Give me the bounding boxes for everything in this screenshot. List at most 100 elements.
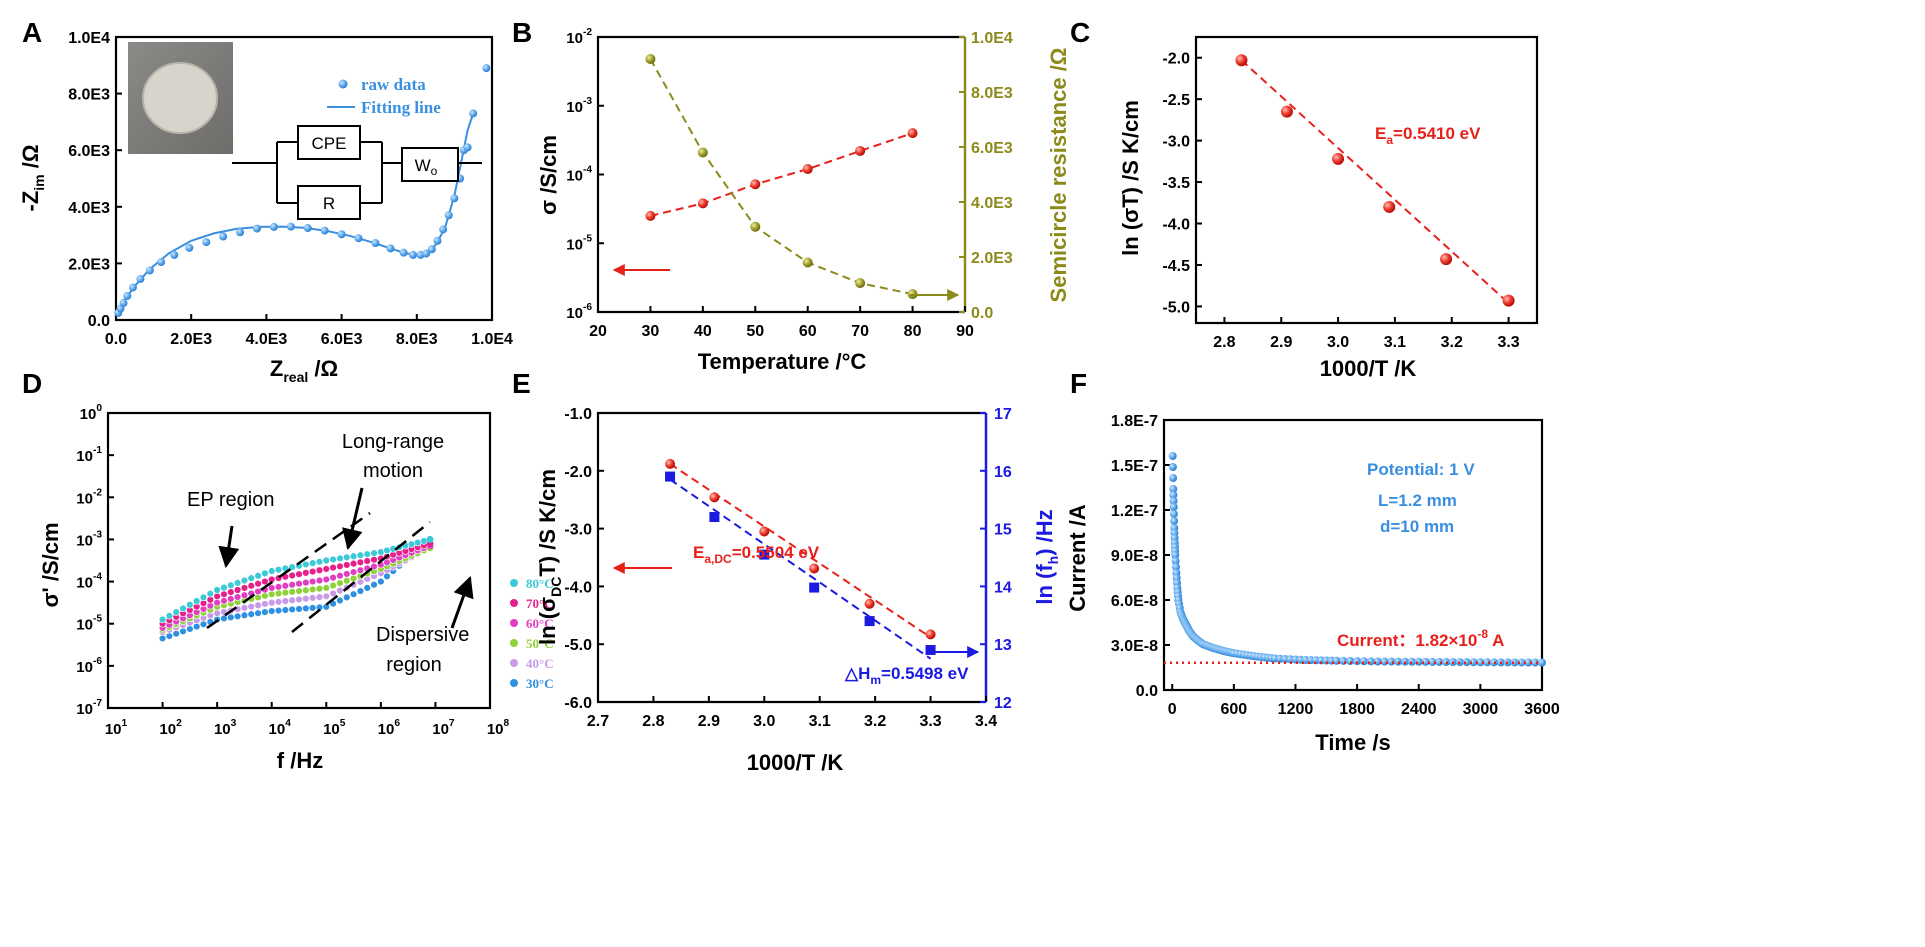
x-tick-label: 60 — [799, 323, 817, 340]
x-tick-label: 102 — [159, 718, 182, 738]
label-part: =0.5498 eV — [881, 664, 969, 683]
data-point-40°C — [288, 596, 296, 604]
data-point-70°C — [213, 592, 221, 601]
data-point-50°C — [295, 587, 303, 595]
sigma-point — [750, 179, 761, 190]
data-point-80°C — [356, 551, 365, 559]
steady-current-label: Current：1.82×10-8 A — [1337, 627, 1504, 650]
data-point-30°C — [322, 603, 330, 611]
thickness-label: L=1.2 mm — [1378, 491, 1457, 510]
data-point-40°C — [295, 595, 303, 604]
raw-data-point — [444, 211, 453, 220]
y-tick-label: 10-5 — [566, 233, 592, 253]
circuit-wires — [232, 141, 482, 204]
current-point — [1169, 485, 1178, 493]
data-point-60°C — [336, 572, 344, 580]
current-point — [1387, 657, 1396, 666]
x-tick-label: 2.9 — [698, 713, 720, 730]
current-point — [1462, 658, 1471, 667]
data-point-30°C — [220, 614, 228, 623]
y-right-tick-label: 13 — [994, 637, 1012, 654]
data-point-40°C — [308, 594, 317, 602]
data-point-80°C — [233, 579, 242, 587]
x-axis-label: Zreal /Ω — [270, 356, 338, 385]
y-right-tick-label: 6.0E3 — [971, 140, 1013, 157]
data-point-30°C — [199, 620, 208, 628]
current-point — [1168, 452, 1177, 460]
data-point-70°C — [302, 569, 310, 577]
x-tick-label: 2.7 — [587, 713, 609, 730]
x-tick-label: 104 — [269, 718, 292, 738]
tick-base: 10 — [566, 305, 583, 322]
current-point — [1171, 557, 1180, 565]
tick-exponent: -5 — [583, 233, 592, 244]
tick-exponent: -6 — [93, 656, 102, 667]
data-point-30°C — [165, 632, 174, 640]
y-tick-label: -1.0 — [564, 406, 592, 423]
data-point-80°C — [220, 583, 228, 592]
panel-b: B20 30 40 50 60 70 80 9010-610-510-410-310-20.0… — [512, 17, 1071, 374]
data-point-60°C — [308, 577, 317, 586]
data-point — [1332, 152, 1345, 165]
data-point-60°C — [302, 578, 310, 587]
data-point-30°C — [274, 606, 283, 615]
sigma-point — [864, 598, 875, 609]
x-tick-label: 0 — [1168, 701, 1177, 718]
tick-base: 10 — [76, 701, 93, 718]
data-point-30°C — [363, 584, 371, 592]
x-tick-label: 0.0 — [105, 331, 127, 348]
label-part: a,DC — [704, 552, 732, 566]
sigma-point — [645, 210, 656, 221]
label-part: /Ω — [308, 356, 338, 381]
data-point — [1440, 253, 1453, 266]
y-right-tick-label: 0.0 — [971, 305, 993, 322]
tick-exponent: 0 — [96, 403, 102, 414]
data-point-50°C — [322, 584, 330, 592]
data-point-50°C — [288, 588, 296, 596]
data-point-40°C — [274, 598, 283, 606]
activation-energy-label: Ea,DC=0.5504 eV — [693, 543, 820, 566]
y-axis-label: ln (σT) /S K/cm — [1118, 100, 1143, 256]
raw-data-point — [463, 143, 472, 152]
data-point-30°C — [370, 581, 378, 589]
data-point-30°C — [349, 590, 358, 598]
data-point-30°C — [179, 627, 187, 636]
x-tick-label: 105 — [323, 718, 346, 738]
data-point-80°C — [322, 556, 330, 565]
y-right-tick-label: 16 — [994, 464, 1012, 481]
y-tick-label: 0.0 — [88, 313, 110, 330]
x-tick-label: 70 — [851, 323, 869, 340]
y-tick-label: 0.0 — [1136, 683, 1158, 700]
raw-data-point — [386, 244, 395, 253]
data-point-80°C — [227, 581, 235, 589]
data-point-50°C — [336, 579, 344, 587]
plot-frame — [114, 35, 494, 322]
y-tick-label: -2.0 — [1162, 51, 1190, 68]
data-point-60°C — [233, 593, 242, 601]
x-tick-label: 2.8 — [642, 713, 664, 730]
freq-point — [709, 512, 720, 523]
data-point-60°C — [254, 587, 262, 596]
raw-data-point — [119, 299, 128, 308]
circuit-r-label: R — [323, 194, 335, 213]
x-tick-label: 3.2 — [864, 713, 886, 730]
raw-data-point — [482, 64, 491, 73]
current-point — [1538, 658, 1546, 667]
tick-base: 10 — [76, 532, 93, 549]
data-point-30°C — [268, 607, 276, 615]
data-point — [1502, 294, 1515, 307]
tick-base: 10 — [566, 30, 583, 47]
x-tick-label: 90 — [956, 323, 974, 340]
current-point — [1476, 658, 1485, 667]
freq-point — [864, 616, 875, 627]
current-point — [1168, 463, 1177, 471]
y-tick-label: 10-2 — [76, 487, 102, 507]
data-point-80°C — [247, 574, 255, 582]
data-point — [1280, 105, 1293, 118]
panel-letter: A — [22, 17, 42, 48]
y-tick-label: -2.0 — [564, 464, 592, 481]
x-tick-label: 107 — [432, 718, 455, 738]
y-tick-label: 6.0E-8 — [1111, 593, 1158, 610]
data-point-60°C — [274, 583, 283, 591]
